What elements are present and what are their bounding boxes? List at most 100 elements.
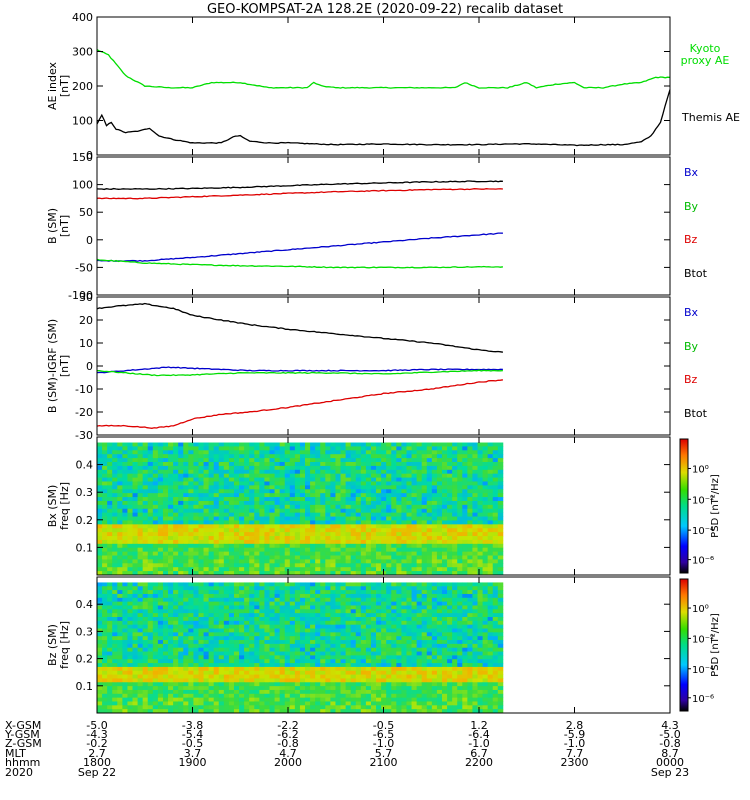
spectrogram-cell [254, 659, 260, 664]
spectrogram-cell [203, 536, 210, 541]
spectrogram-cell [315, 597, 321, 603]
spectrogram-cell [386, 647, 392, 652]
spectrogram-cell [305, 559, 311, 564]
spectrogram-cell [147, 497, 154, 502]
spectrogram-cell [228, 539, 235, 545]
spectrogram-cell [462, 520, 468, 525]
spectrogram-cell [370, 493, 377, 498]
spectrogram-cell [279, 528, 286, 533]
spectrogram-cell [330, 563, 336, 568]
spectrogram-cell [315, 465, 321, 471]
spectrogram-cell [162, 678, 169, 683]
spectrogram-cell [360, 547, 367, 553]
spectrogram-cell [376, 450, 382, 455]
spectrogram-cell [330, 555, 336, 560]
spectrogram-cell [244, 497, 250, 502]
spectrogram-cell [264, 563, 270, 568]
spectrogram-cell [97, 516, 103, 521]
spectrogram-cell [117, 516, 123, 521]
spectrogram-cell [228, 555, 235, 560]
spectrogram-cell [294, 659, 301, 664]
spectrogram-cell [274, 559, 281, 564]
spectrogram-cell [218, 659, 225, 664]
spectrogram-cell [365, 462, 372, 467]
spectrogram-cell [376, 601, 382, 606]
spectrogram-cell [467, 555, 473, 560]
spectrogram-cell [452, 597, 458, 603]
spectrogram-cell [325, 678, 331, 683]
spectrogram-cell [365, 458, 372, 463]
spectrogram-cell [421, 640, 428, 645]
spectrogram-cell [426, 640, 433, 645]
spectrogram-cell [335, 613, 341, 618]
spectrogram-cell [457, 670, 463, 675]
spectrogram-cell [401, 647, 407, 652]
spectrogram-cell [269, 555, 275, 560]
spectrogram-cell [188, 632, 194, 637]
spectrogram-cell [188, 617, 194, 622]
spectrogram-cell [335, 497, 341, 502]
spectrogram-cell [360, 674, 367, 679]
spectrogram-cell [370, 520, 377, 525]
spectrogram-cell [401, 493, 407, 498]
spectrogram-cell [340, 571, 346, 576]
spectrogram-cell [264, 512, 270, 517]
spectrogram-cell [188, 543, 194, 549]
spectrogram-cell [345, 493, 352, 498]
spectrogram-cell [305, 539, 311, 545]
spectrogram-cell [244, 493, 250, 498]
spectrogram-cell [386, 539, 392, 545]
spectrogram-cell [264, 620, 270, 626]
spectrogram-cell [350, 497, 357, 502]
spectrogram-cell [249, 555, 255, 560]
spectrogram-cell [178, 520, 184, 525]
spectrogram-cell [162, 624, 169, 629]
spectrogram-cell [340, 582, 346, 587]
spectrogram-cell [401, 446, 407, 451]
spectrogram-cell [178, 655, 184, 660]
spectrogram-cell [218, 663, 225, 668]
spectrogram-cell [239, 593, 245, 599]
spectrogram-cell [497, 624, 504, 629]
spectrogram-cell [320, 450, 326, 455]
spectrogram-cell [462, 555, 468, 560]
spectrogram-cell [183, 446, 189, 451]
spectrogram-cell [482, 551, 489, 556]
spectrogram-cell [457, 609, 463, 614]
spectrogram-cell [441, 643, 448, 649]
spectrogram-cell [294, 643, 301, 649]
spectrogram-cell [284, 532, 291, 537]
y-axis-label-line: [nT] [58, 355, 71, 377]
spectrogram-cell [173, 532, 179, 537]
spectrogram-cell [239, 678, 245, 683]
spectrogram-cell [213, 620, 220, 626]
spectrogram-cell [416, 613, 423, 618]
spectrogram-cell [315, 559, 321, 564]
spectrogram-cell [315, 593, 321, 599]
spectrogram-cell [492, 563, 499, 568]
spectrogram-cell [426, 659, 433, 664]
spectrogram-cell [472, 473, 478, 478]
spectrogram-cell [416, 555, 423, 560]
spectrogram-cell [310, 636, 316, 641]
spectrogram-cell [431, 512, 438, 517]
spectrogram-cell [360, 520, 367, 525]
spectrogram-cell [416, 663, 423, 668]
spectrogram-cell [401, 485, 407, 490]
spectrogram-cell [294, 465, 301, 471]
spectrogram-cell [233, 593, 240, 599]
spectrogram-cell [477, 454, 483, 459]
spectrogram-cell [269, 504, 275, 510]
spectrogram-cell [259, 500, 265, 506]
spectrogram-cell [355, 551, 362, 556]
spectrogram-cell [299, 640, 306, 645]
spectrogram-cell [376, 651, 382, 656]
spectrogram-cell [447, 512, 453, 517]
spectrogram-cell [370, 524, 377, 529]
spectrogram-cell [269, 520, 275, 525]
spectrogram-cell [122, 628, 128, 633]
spectrogram-cell [436, 469, 443, 475]
spectrogram-cell [233, 617, 240, 622]
spectrogram-cell [264, 670, 270, 675]
spectrogram-cell [127, 547, 133, 553]
